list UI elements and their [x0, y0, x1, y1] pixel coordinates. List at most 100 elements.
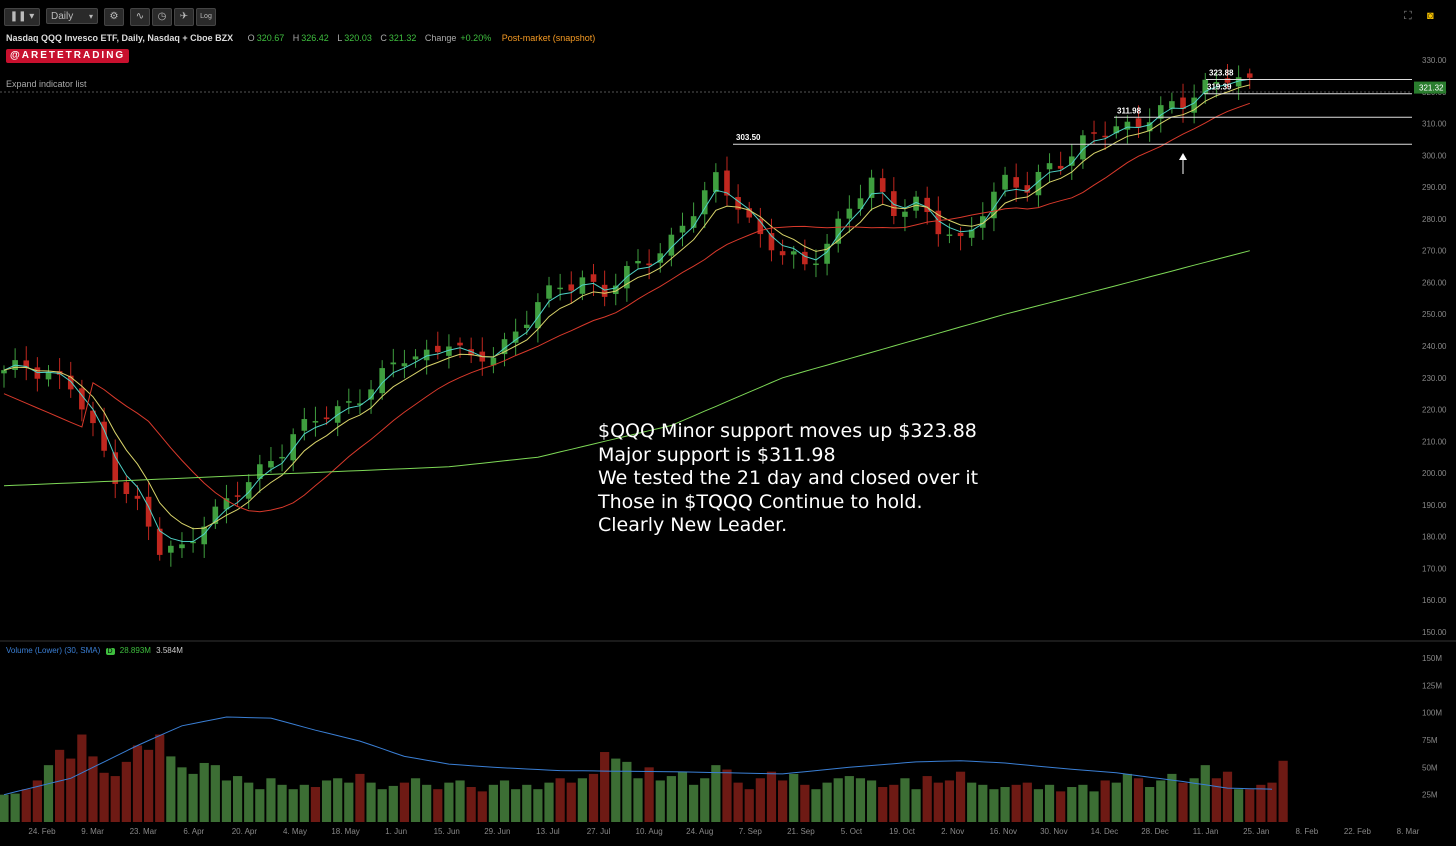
volume-bar: [1133, 778, 1144, 822]
indicators-button[interactable]: ∿: [130, 8, 150, 26]
volume-bar: [1200, 765, 1210, 822]
candle: [145, 496, 152, 527]
volume-bar: [1111, 782, 1121, 822]
interval-label: Daily: [51, 11, 74, 22]
candle: [290, 434, 296, 461]
candle: [968, 229, 975, 238]
candle: [535, 302, 541, 329]
candle: [980, 216, 986, 228]
volume-badge[interactable]: D: [105, 648, 115, 655]
volume-bar: [1044, 784, 1055, 822]
support-level-label: 311.98: [1117, 106, 1142, 115]
open-label: O: [247, 33, 255, 43]
price-tick-label: 150.00: [1422, 628, 1447, 637]
candle: [1013, 177, 1019, 188]
candle: [1, 370, 7, 374]
price-tick-label: 270.00: [1422, 247, 1447, 256]
x-tick-label: 22. Feb: [1344, 827, 1372, 836]
volume-bar: [622, 761, 632, 822]
candle: [612, 285, 619, 294]
candle: [1202, 79, 1209, 94]
expand-indicator-list[interactable]: Expand indicator list: [6, 79, 87, 89]
candle: [868, 177, 875, 198]
log-scale-button[interactable]: Log: [196, 8, 216, 26]
post-market-label: Post-market (snapshot): [501, 33, 596, 43]
candle: [468, 349, 474, 356]
candle: [279, 456, 285, 459]
x-tick-label: 5. Oct: [841, 827, 863, 836]
volume-bar: [588, 773, 599, 822]
volume-bar: [110, 776, 120, 822]
candle: [1157, 105, 1164, 119]
volume-bar: [244, 782, 254, 822]
x-tick-label: 2. Nov: [941, 827, 964, 836]
volume-bar: [967, 782, 977, 822]
annotation-line: Those in $TQQQ Continue to hold.: [598, 490, 923, 513]
candle: [957, 232, 964, 237]
candle: [991, 191, 997, 219]
candle: [501, 339, 508, 355]
candle: [312, 421, 319, 423]
candle: [735, 197, 741, 210]
candle: [390, 362, 397, 365]
volume-bar: [321, 780, 332, 822]
volume-bar: [566, 782, 576, 822]
settings-button[interactable]: ⚙: [104, 8, 124, 26]
volume-bar: [677, 771, 688, 822]
x-tick-label: 8. Mar: [1397, 827, 1420, 836]
volume-bar: [555, 778, 565, 822]
volume-bar: [1000, 787, 1010, 822]
candle: [101, 421, 107, 451]
camera-icon[interactable]: ◙: [1427, 10, 1434, 22]
volume-bar: [1234, 789, 1244, 822]
x-tick-label: 24. Feb: [28, 827, 56, 836]
x-tick-label: 11. Jan: [1193, 827, 1219, 836]
instrument-header: Nasdaq QQQ Invesco ETF, Daily, Nasdaq + …: [6, 33, 595, 43]
candle: [1124, 121, 1131, 130]
interval-select[interactable]: Daily ▾: [46, 8, 98, 24]
candle: [790, 251, 797, 255]
volume-bar: [600, 752, 610, 822]
low-label: L: [337, 33, 343, 43]
candle: [257, 464, 263, 480]
x-tick-label: 14. Dec: [1091, 827, 1119, 836]
x-tick-label: 19. Oct: [889, 827, 916, 836]
volume-bar: [288, 789, 298, 822]
candle: [1057, 165, 1064, 169]
candle: [824, 243, 830, 264]
price-tick-label: 300.00: [1422, 151, 1447, 160]
volume-tick-label: 75M: [1422, 736, 1438, 745]
chart-style-button[interactable]: ❚❚ ▾: [4, 8, 40, 26]
volume-bar: [755, 778, 765, 822]
volume-bar: [188, 773, 198, 822]
candle: [1024, 185, 1031, 193]
change-label: Change: [424, 33, 457, 43]
candle: [679, 225, 686, 233]
price-tick-label: 190.00: [1422, 501, 1447, 510]
volume-bar: [789, 773, 799, 822]
volume-bar: [1156, 780, 1166, 822]
price-tick-label: 220.00: [1422, 406, 1447, 415]
volume-bar: [522, 784, 532, 822]
volume-bar: [466, 787, 476, 822]
fullscreen-icon[interactable]: ⛶: [1404, 10, 1412, 22]
volume-bar: [66, 758, 76, 822]
x-tick-label: 7. Sep: [739, 827, 763, 836]
volume-bar: [455, 780, 465, 822]
candle: [779, 251, 786, 256]
candles-icon: ❚❚ ▾: [9, 11, 35, 22]
candle: [1235, 77, 1242, 87]
candle: [1146, 122, 1153, 132]
volume-bar: [1145, 787, 1155, 822]
volume-bar: [155, 734, 165, 822]
volume-bar: [132, 745, 143, 822]
volume-bar: [878, 787, 888, 822]
volume-bar: [822, 782, 832, 822]
candle: [1113, 126, 1120, 134]
compare-button[interactable]: ✈: [174, 8, 194, 26]
volume-bar: [221, 780, 232, 822]
candles-group: [1, 64, 1253, 567]
candle: [357, 403, 363, 405]
time-button[interactable]: ◷: [152, 8, 172, 26]
